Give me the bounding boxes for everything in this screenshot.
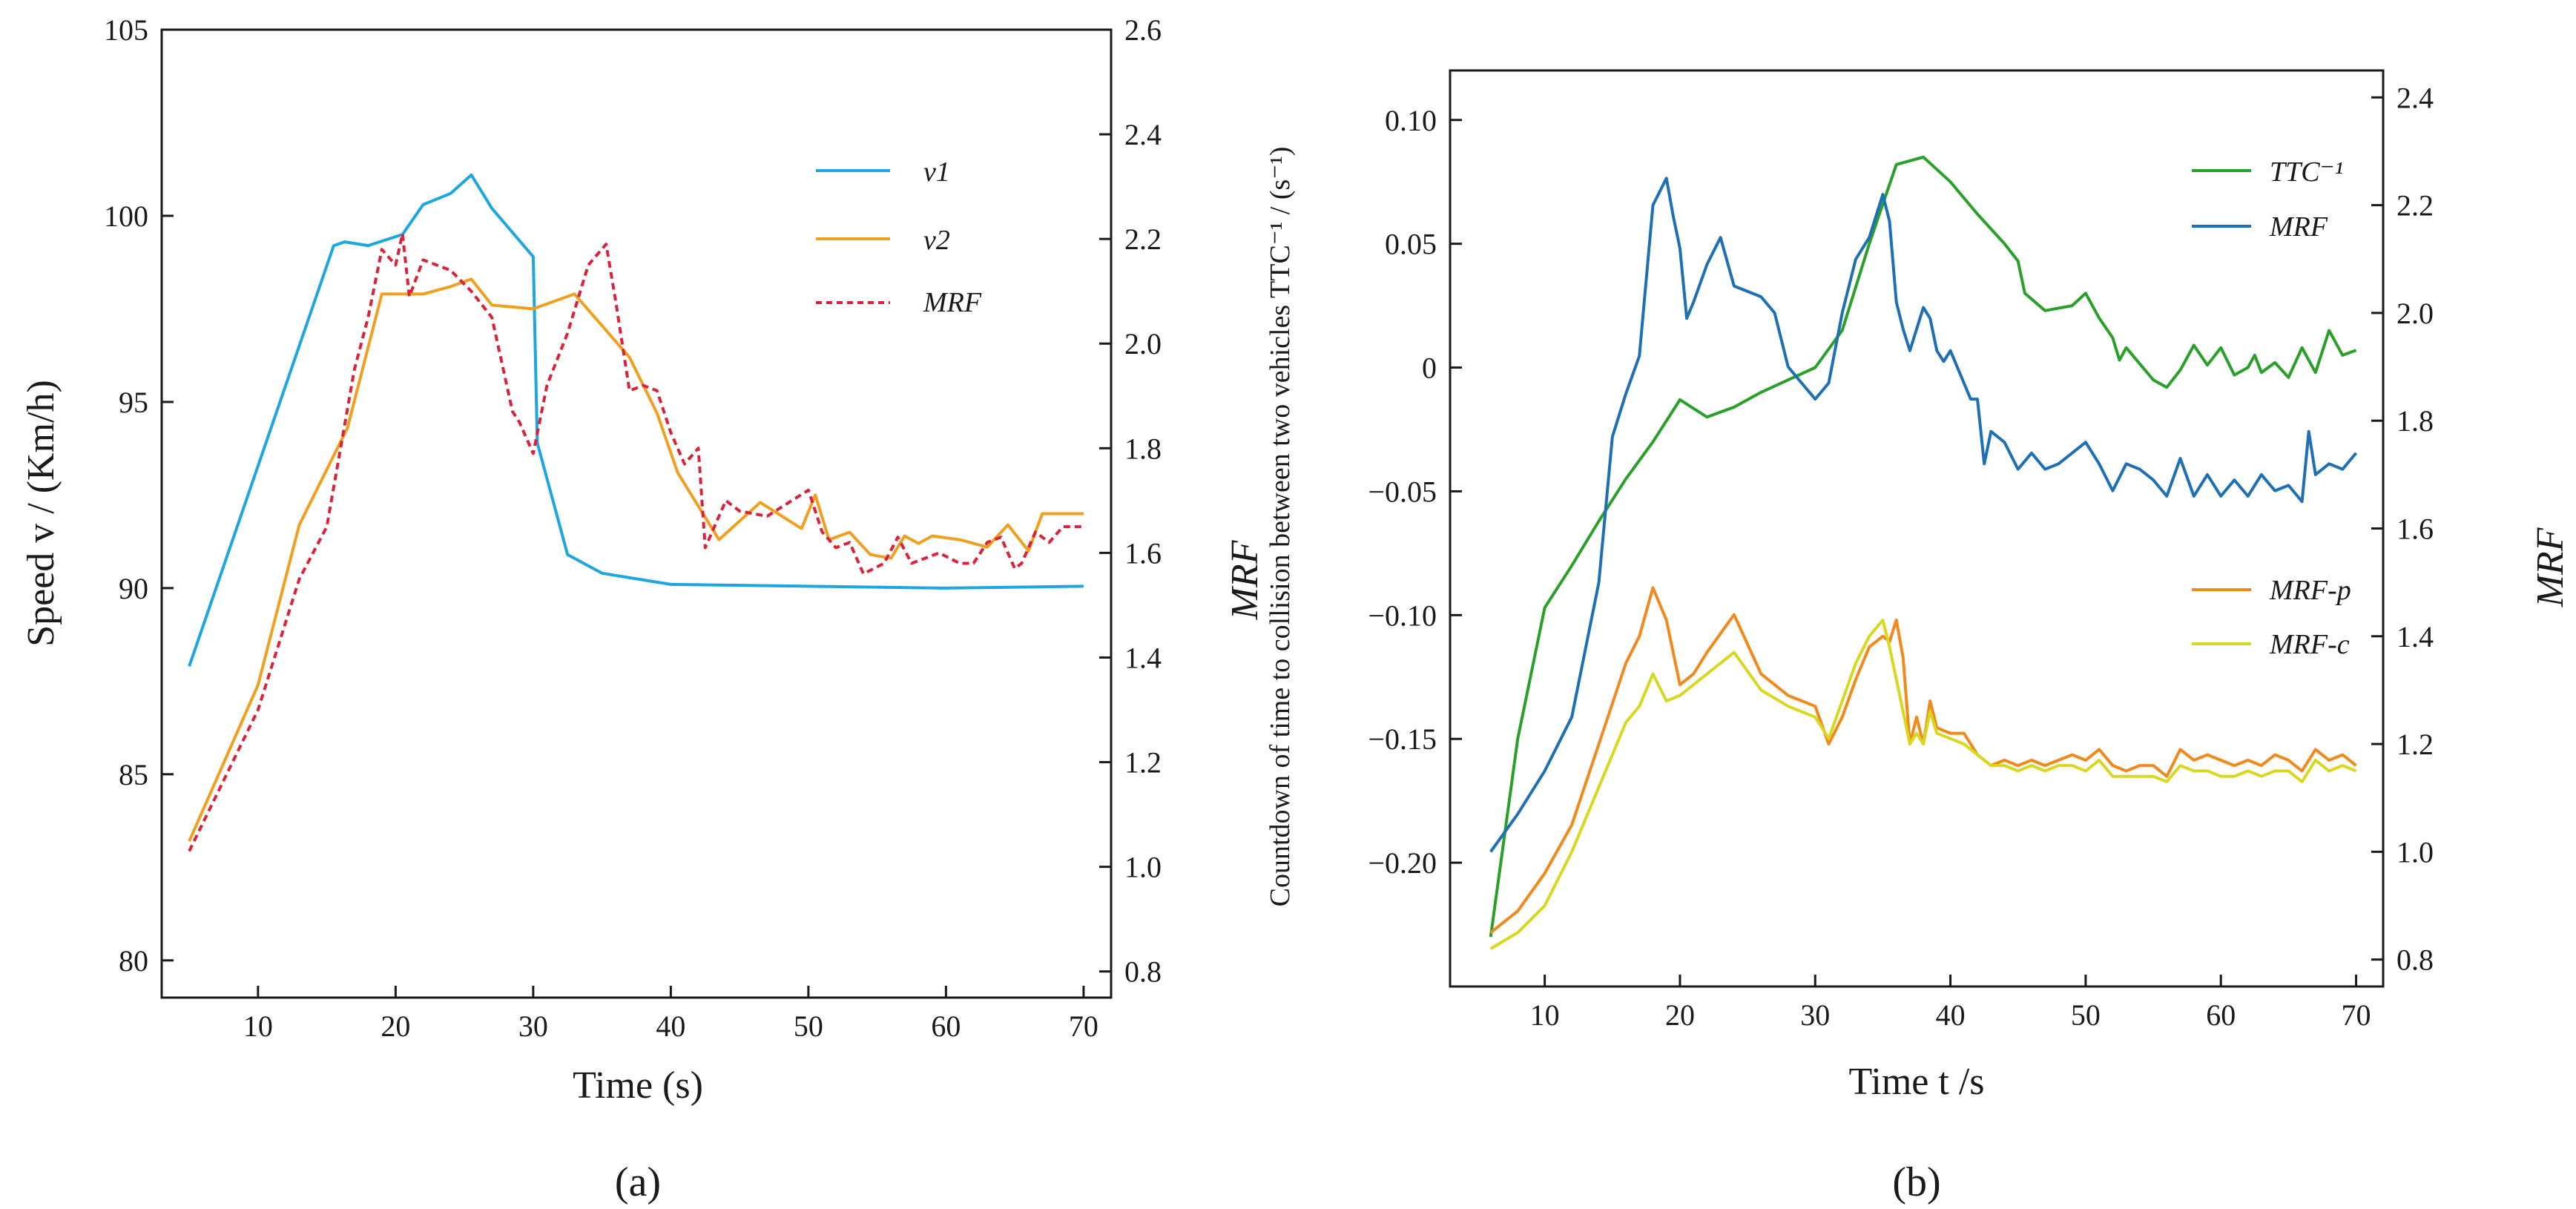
y-right-tick-label: 2.0 <box>1124 327 1162 360</box>
chart-a-y-right-ticks: 0.8 1.0 1.2 1.4 1.6 1.8 2.0 2.2 2.4 2.6 <box>1099 13 1162 989</box>
y-right-tick-label: 2.0 <box>2397 297 2434 330</box>
series-line-ttc- <box>1489 155 2357 938</box>
y-right-tick-label: 2.4 <box>2397 81 2434 114</box>
x-tick-label: 30 <box>518 1009 548 1043</box>
y-tick-label: −0.10 <box>1368 599 1437 632</box>
x-tick-label: 40 <box>1936 998 1966 1032</box>
x-tick-label: 40 <box>656 1009 685 1043</box>
chart-b-y-ticks: −0.20 −0.15 −0.10 −0.05 0 0.05 0.10 <box>1368 104 1462 880</box>
series-line-v1 <box>188 173 1084 667</box>
chart-a-y-right-axis-title: MRF <box>1224 539 1266 620</box>
y-right-tick-label: 0.8 <box>2397 943 2434 977</box>
x-tick-label: 50 <box>2071 998 2101 1032</box>
chart-a-frame <box>160 28 1113 999</box>
legend-label-ttc: TTC⁻¹ <box>2270 157 2343 188</box>
chart-b-frame <box>1449 69 2385 988</box>
chart-b-y-right-axis-title: MRF <box>2529 527 2572 607</box>
legend-label-v1: v1 <box>923 157 950 188</box>
y-right-tick-label: 1.6 <box>2397 513 2434 546</box>
x-tick-label: 20 <box>1665 998 1695 1032</box>
chart-b-y-right-ticks: 0.8 1.0 1.2 1.4 1.6 1.8 2.0 2.2 2.4 <box>2371 81 2434 977</box>
y-right-tick-label: 1.2 <box>2397 728 2434 761</box>
y-right-tick-label: 2.4 <box>1124 118 1162 151</box>
chart-b: 10 20 30 40 50 60 70 −0.20 −0.15 −0.10 −0.05 0 0.05… <box>1265 69 2572 1205</box>
series-line-mrf-p <box>1489 586 2357 934</box>
y-right-tick-label: 1.2 <box>1124 746 1162 780</box>
chart-a-y-axis-title: Speed v / (Km/h) <box>20 380 62 647</box>
y-tick-label: 0.05 <box>1385 228 1437 261</box>
chart-b-series <box>1489 155 2358 950</box>
y-right-tick-label: 1.0 <box>1124 851 1162 884</box>
y-tick-label: 100 <box>104 200 148 233</box>
series-line-mrf-c <box>1489 619 2357 950</box>
chart-a-x-ticks: 10 20 30 40 50 60 70 <box>243 986 1098 1043</box>
legend-label-mrf-c: MRF-c <box>2269 629 2350 660</box>
x-tick-label: 50 <box>794 1009 823 1043</box>
chart-a-legend: v1 v2 MRF <box>816 157 982 318</box>
x-tick-label: 10 <box>1530 998 1560 1032</box>
y-tick-label: 90 <box>119 572 148 605</box>
legend-label-mrf-p: MRF-p <box>2269 575 2351 606</box>
legend-label-mrf-a: MRF <box>923 287 982 318</box>
y-right-tick-label: 1.8 <box>2397 404 2434 438</box>
chart-b-x-ticks: 10 20 30 40 50 60 70 <box>1530 975 2371 1032</box>
x-tick-label: 70 <box>1069 1009 1098 1043</box>
chart-b-legend-bottom: MRF-p MRF-c <box>2192 575 2351 660</box>
panel-label-b: (b) <box>1892 1159 1940 1205</box>
series-line-mrf <box>1489 177 2358 853</box>
chart-a: 10 20 30 40 50 60 70 80 85 90 95 100 105 0.8 1.0 1.2 1… <box>20 13 1266 1205</box>
y-tick-label: 95 <box>119 386 148 419</box>
y-tick-label: 85 <box>119 758 148 791</box>
chart-a-y-ticks: 80 85 90 95 100 105 <box>104 13 174 978</box>
chart-b-legend-top: TTC⁻¹ MRF <box>2192 157 2343 243</box>
y-tick-label: −0.20 <box>1368 846 1437 880</box>
y-tick-label: 80 <box>119 944 148 978</box>
y-right-tick-label: 2.6 <box>1124 13 1162 47</box>
x-tick-label: 20 <box>381 1009 410 1043</box>
legend-label-mrf-b: MRF <box>2269 211 2328 243</box>
y-right-tick-label: 1.6 <box>1124 536 1162 570</box>
y-tick-label: −0.05 <box>1368 475 1437 508</box>
x-tick-label: 60 <box>931 1009 961 1043</box>
series-line-mrf <box>188 232 1084 852</box>
chart-b-y-axis-title: Countdown of time to collision between t… <box>1265 147 1296 907</box>
y-tick-label: 0 <box>1422 352 1437 385</box>
chart-b-x-axis-title: Time t /s <box>1848 1061 1984 1103</box>
y-right-tick-label: 0.8 <box>1124 955 1162 989</box>
x-tick-label: 10 <box>243 1009 273 1043</box>
x-tick-label: 70 <box>2342 998 2371 1032</box>
y-right-tick-label: 1.4 <box>2397 620 2434 653</box>
y-right-tick-label: 1.0 <box>2397 835 2434 869</box>
x-tick-label: 30 <box>1800 998 1830 1032</box>
chart-a-x-axis-title: Time (s) <box>573 1064 703 1107</box>
y-tick-label: 105 <box>104 13 148 47</box>
y-right-tick-label: 2.2 <box>2397 189 2434 223</box>
x-tick-label: 60 <box>2206 998 2236 1032</box>
panel-label-a: (a) <box>615 1159 661 1205</box>
legend-label-v2: v2 <box>923 225 950 256</box>
y-tick-label: −0.15 <box>1368 722 1437 756</box>
y-tick-label: 0.10 <box>1385 104 1437 137</box>
y-right-tick-label: 2.2 <box>1124 223 1162 256</box>
chart-a-series <box>188 173 1084 852</box>
y-right-tick-label: 1.8 <box>1124 432 1162 465</box>
series-line-v2 <box>188 277 1084 843</box>
y-right-tick-label: 1.4 <box>1124 641 1162 674</box>
